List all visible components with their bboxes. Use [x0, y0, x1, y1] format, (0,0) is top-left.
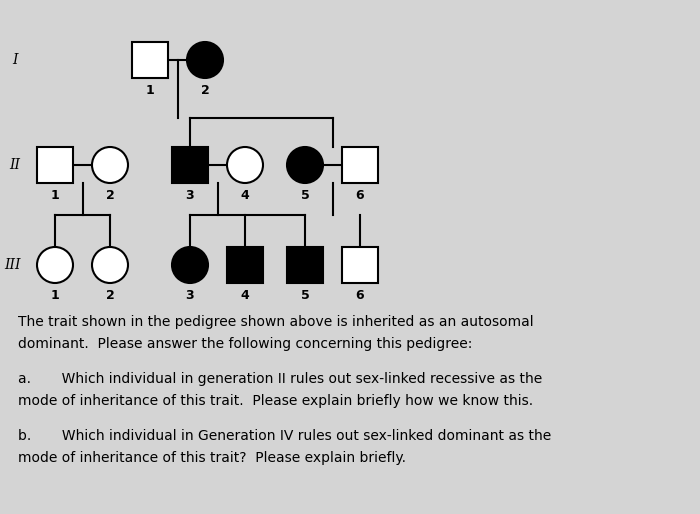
FancyBboxPatch shape: [37, 147, 73, 183]
FancyBboxPatch shape: [172, 147, 208, 183]
Circle shape: [287, 147, 323, 183]
Circle shape: [187, 42, 223, 78]
Text: I: I: [13, 53, 18, 67]
Text: 2: 2: [106, 289, 114, 302]
Circle shape: [172, 247, 208, 283]
Text: III: III: [4, 258, 20, 272]
Text: 5: 5: [300, 189, 309, 202]
Text: 2: 2: [201, 84, 209, 97]
Text: 4: 4: [241, 189, 249, 202]
Text: 1: 1: [50, 289, 60, 302]
Circle shape: [92, 247, 128, 283]
Text: mode of inheritance of this trait.  Please explain briefly how we know this.: mode of inheritance of this trait. Pleas…: [18, 394, 533, 408]
FancyBboxPatch shape: [287, 247, 323, 283]
Text: 2: 2: [106, 189, 114, 202]
Text: a.       Which individual in generation II rules out sex-linked recessive as the: a. Which individual in generation II rul…: [18, 372, 542, 386]
Text: The trait shown in the pedigree shown above is inherited as an autosomal: The trait shown in the pedigree shown ab…: [18, 315, 533, 329]
FancyBboxPatch shape: [227, 247, 263, 283]
Text: b.       Which individual in Generation IV rules out sex-linked dominant as the: b. Which individual in Generation IV rul…: [18, 429, 552, 443]
Circle shape: [92, 147, 128, 183]
Text: 3: 3: [186, 189, 195, 202]
FancyBboxPatch shape: [342, 147, 378, 183]
Text: mode of inheritance of this trait?  Please explain briefly.: mode of inheritance of this trait? Pleas…: [18, 451, 406, 465]
FancyBboxPatch shape: [132, 42, 168, 78]
Circle shape: [227, 147, 263, 183]
Text: 1: 1: [50, 189, 60, 202]
Text: 4: 4: [241, 289, 249, 302]
Text: dominant.  Please answer the following concerning this pedigree:: dominant. Please answer the following co…: [18, 337, 472, 351]
Text: 1: 1: [146, 84, 155, 97]
Text: II: II: [10, 158, 20, 172]
Text: 6: 6: [356, 289, 364, 302]
Text: 3: 3: [186, 289, 195, 302]
Circle shape: [37, 247, 73, 283]
Text: 5: 5: [300, 289, 309, 302]
FancyBboxPatch shape: [342, 247, 378, 283]
Text: 6: 6: [356, 189, 364, 202]
